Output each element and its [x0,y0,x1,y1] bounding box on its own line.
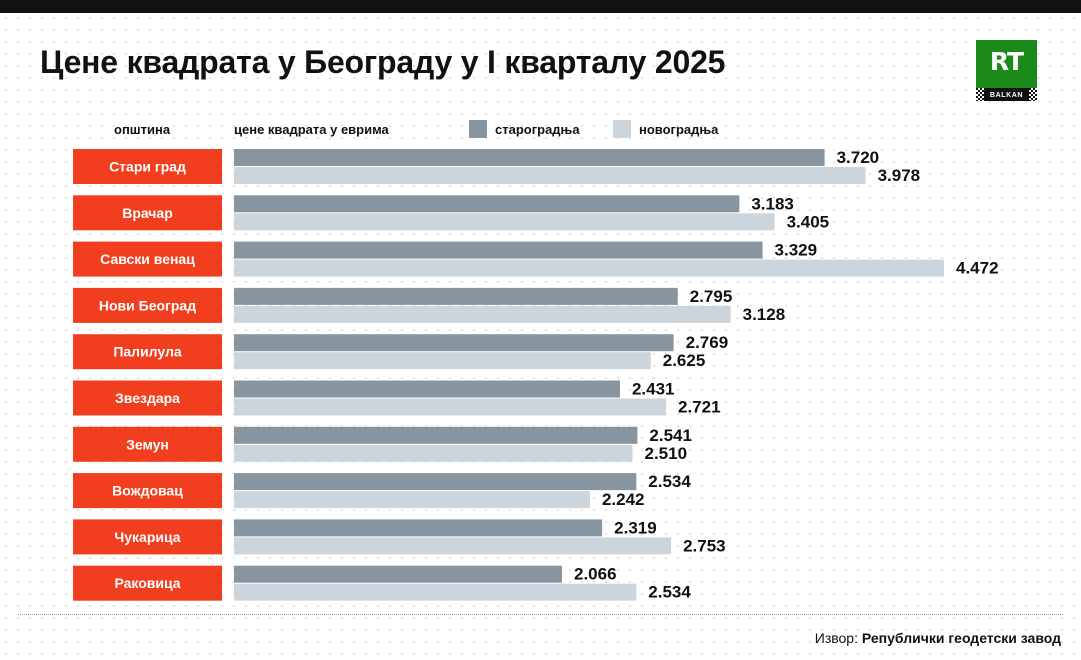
bar-old-row-10 [234,565,563,583]
municipality-column-header: општина [114,122,171,137]
bar-new-row-9 [234,537,672,555]
bar-new-row-1 [234,167,866,184]
bar-old-row-7 [234,426,638,444]
value-label-new: 2.510 [645,444,688,463]
logo-subtext: BALKAN [989,92,1024,99]
value-label-new: 3.405 [787,212,830,231]
value-label-old: 2.795 [690,287,733,306]
value-label-old: 3.329 [775,241,818,260]
municipality-label: Земун [126,436,169,452]
value-label-old: 2.431 [632,380,675,399]
bar-new-row-6 [234,398,667,416]
rt-balkan-logo: RT BALKAN [976,40,1037,101]
bar-old-row-1 [234,149,825,166]
municipality-label: Звездара [115,390,180,406]
municipality-label-box [73,565,222,601]
value-label-new: 3.978 [878,166,921,185]
value-label-old: 2.319 [614,518,657,537]
value-label-old: 2.534 [648,472,691,491]
value-label-new: 2.753 [683,536,726,555]
municipality-label-box [73,149,222,184]
bar-old-row-9 [234,519,603,537]
source-prefix: Извор: [814,630,858,646]
value-label-old: 2.066 [574,565,617,584]
bar-old-row-3 [234,241,763,259]
value-label-old: 2.769 [686,333,729,352]
municipality-label: Палилула [113,344,182,360]
municipality-label-box [73,241,222,277]
legend-label-new: новоградња [639,122,719,137]
value-label-new: 2.534 [648,583,691,602]
municipality-label-box [73,473,222,509]
bar-new-row-7 [234,444,633,462]
municipality-label: Чукарица [114,529,180,545]
value-label-old: 3.183 [751,194,794,213]
municipality-label: Раковица [114,575,180,591]
municipality-label: Вождовац [112,483,183,499]
legend-swatch-old [469,120,487,138]
footer-divider [18,614,1063,615]
value-label-new: 2.625 [663,351,706,370]
municipality-label: Нови Београд [99,297,196,313]
bar-new-row-8 [234,491,590,509]
municipality-label-box [73,287,222,323]
municipality-label: Стари град [109,159,186,175]
price-column-header: цене квадрата у еврима [234,122,389,137]
bar-old-row-5 [234,334,674,352]
municipality-label-box [73,334,222,370]
value-label-old: 2.541 [649,426,692,445]
value-label-new: 3.128 [743,305,786,324]
logo-checker-right [1029,88,1037,101]
bar-new-row-4 [234,305,731,323]
municipality-label: Савски венац [100,251,195,267]
value-label-new: 2.721 [678,398,721,417]
municipality-label: Врачар [122,205,173,221]
top-bar [0,0,1081,13]
logo-checker-left [976,88,984,101]
logo-rt-text: RT [989,47,1024,76]
municipality-label-box [73,195,222,231]
bar-new-row-5 [234,352,651,370]
bar-old-row-2 [234,195,740,213]
source-note: Извор: Републички геодетски завод [815,630,1061,646]
bar-old-row-4 [234,287,678,305]
value-label-new: 4.472 [956,259,999,278]
municipality-label-box [73,519,222,555]
legend-label-old: староградња [495,122,580,137]
bar-new-row-10 [234,583,637,601]
bar-new-row-2 [234,213,775,231]
source-name: Републички геодетски завод [861,630,1061,646]
legend-swatch-new [613,120,631,138]
bar-old-row-8 [234,473,637,491]
value-label-new: 2.242 [602,490,645,509]
bar-old-row-6 [234,380,620,398]
logo-strip: BALKAN [976,88,1037,101]
value-label-old: 3.720 [837,148,880,167]
municipality-label-box [73,426,222,462]
bar-new-row-3 [234,259,944,277]
chart-title: Цене квадрата у Београду у I кварталу 20… [40,44,726,80]
municipality-label-box [73,380,222,416]
